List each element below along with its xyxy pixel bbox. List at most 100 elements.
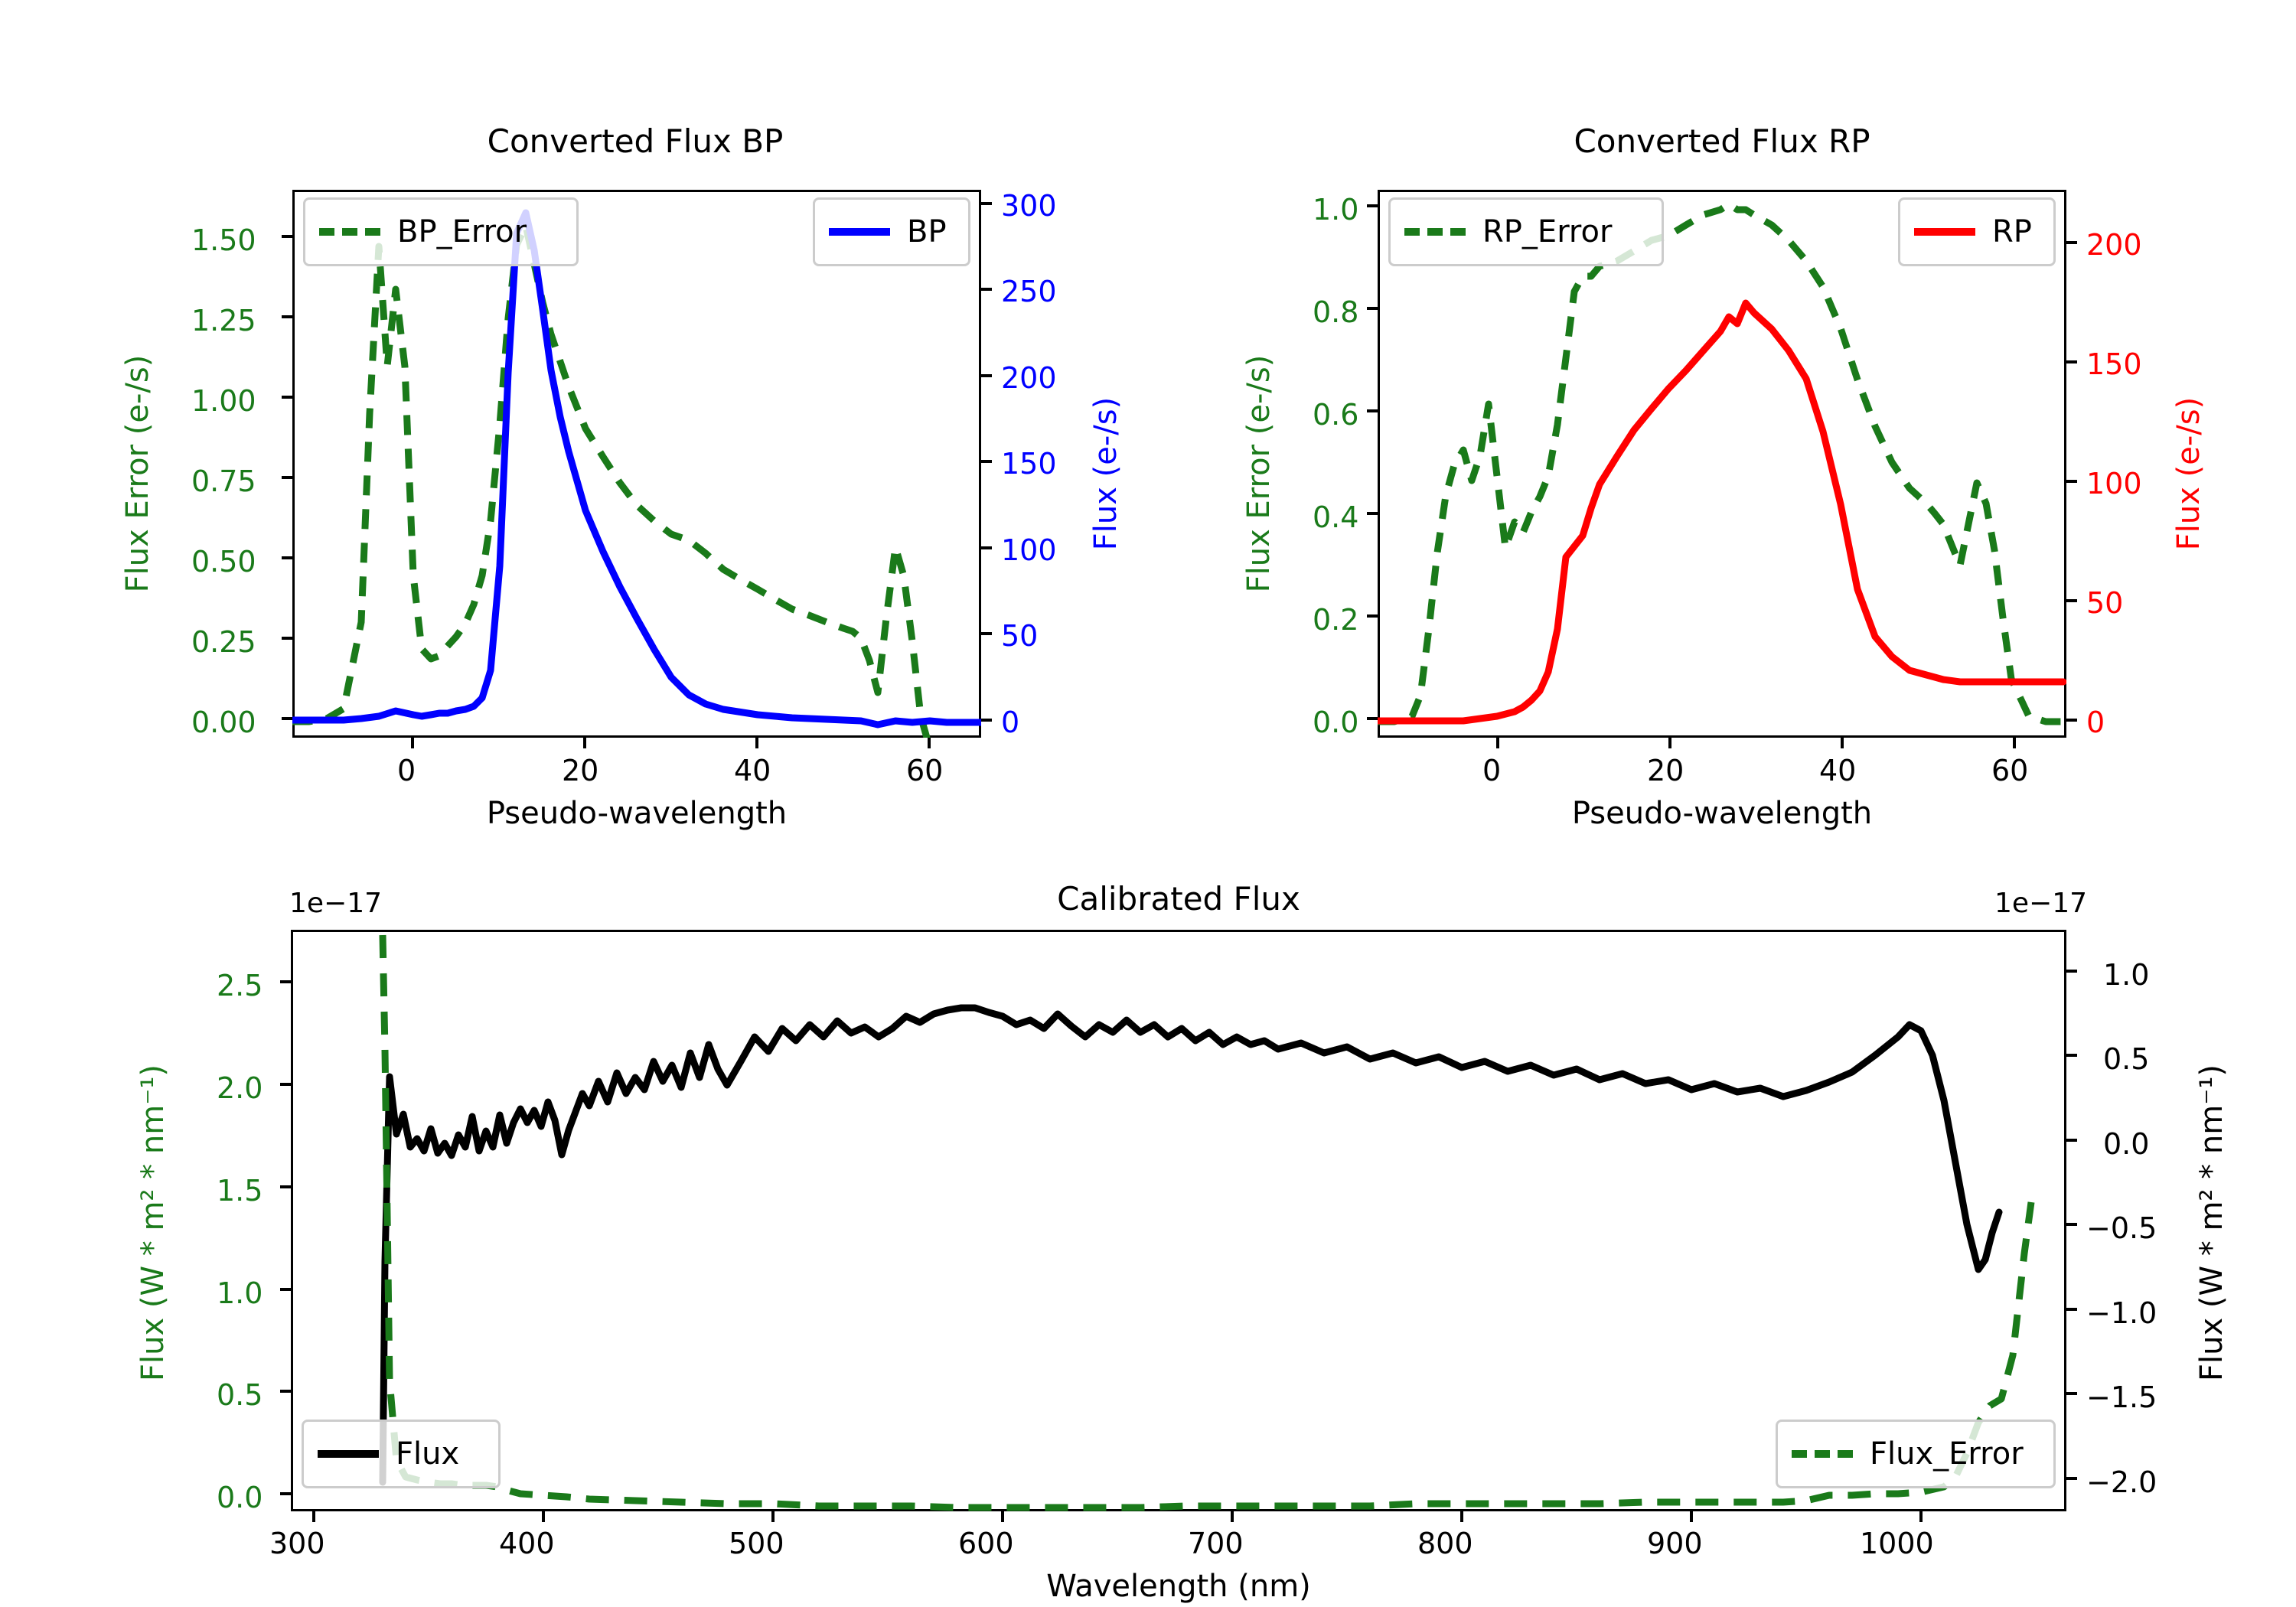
- bp-xlabel: Pseudo-wavelength: [486, 796, 788, 831]
- calibrated-ytick-right-4: 0.0: [2103, 1127, 2150, 1161]
- bp-ytick-right-5: 250: [1001, 275, 1057, 308]
- bp-xtick-1: 20: [562, 754, 599, 787]
- bp-ytick-left-4: 1.00: [191, 384, 256, 418]
- bp-ylabel-right: Flux (e-/s): [1088, 396, 1124, 551]
- calibrated-tick-marks: [280, 970, 2077, 1522]
- bp-error-curve: [292, 222, 931, 738]
- rp-ytick-left-1: 0.2: [1313, 603, 1359, 637]
- bp-axes-frame: [292, 190, 981, 738]
- calibrated-flux-legend-label: Flux: [396, 1436, 460, 1472]
- rp-error-legend-label: RP_Error: [1482, 214, 1613, 249]
- rp-ytick-right-2: 100: [2086, 467, 2142, 500]
- calibrated-xtick-2: 500: [729, 1527, 784, 1560]
- rp-legend-error[interactable]: RP_Error: [1388, 197, 1664, 266]
- panel-converted-flux-bp: Converted Flux BP 0.00 0.25 0.50 0.75 1.…: [0, 0, 1148, 842]
- calibrated-offset-left: 1e−17: [289, 888, 383, 919]
- calibrated-legend-flux[interactable]: Flux: [302, 1420, 501, 1488]
- panel-converted-flux-rp: Converted Flux RP 0.0 0.2 0.4 0.6 0.8 1.…: [1148, 0, 2296, 842]
- calibrated-ytick-right-3: −0.5: [2086, 1211, 2157, 1245]
- rp-ylabel-left: Flux Error (e-/s): [1241, 354, 1277, 593]
- bp-ytick-right-4: 200: [1001, 361, 1057, 395]
- bp-flux-legend-swatch: [829, 228, 890, 236]
- calibrated-xtick-0: 300: [269, 1527, 325, 1560]
- bp-xtick-3: 60: [906, 754, 944, 787]
- bp-flux-curve: [292, 209, 981, 729]
- bp-xtick-0: 0: [397, 754, 416, 787]
- bp-ytick-left-2: 0.50: [191, 545, 256, 579]
- rp-ytick-right-4: 200: [2086, 228, 2142, 262]
- rp-axes-frame: [1378, 190, 2066, 738]
- bp-ytick-left-6: 1.50: [191, 223, 256, 257]
- calibrated-xtick-7: 1000: [1860, 1527, 1934, 1560]
- bp-tick-marks: [282, 202, 992, 748]
- bp-plot-area: [292, 209, 981, 738]
- bp-error-legend-swatch: [319, 228, 380, 236]
- calibrated-plot-area: [379, 934, 2035, 1511]
- bp-ytick-right-6: 300: [1001, 189, 1057, 223]
- calibrated-xtick-5: 800: [1417, 1527, 1473, 1560]
- rp-xtick-2: 40: [1819, 754, 1857, 787]
- bp-ytick-right-3: 150: [1001, 447, 1057, 481]
- bp-panel-title: Converted Flux BP: [487, 122, 784, 160]
- calibrated-flux-error-legend-label: Flux_Error: [1870, 1436, 2024, 1472]
- rp-flux-legend-swatch: [1914, 228, 1975, 236]
- calibrated-ytick-left-3: 1.5: [217, 1174, 263, 1208]
- calibrated-legend-flux-error[interactable]: Flux_Error: [1776, 1420, 2056, 1488]
- bp-ytick-right-0: 0: [1001, 706, 1020, 739]
- calibrated-xtick-3: 600: [958, 1527, 1014, 1560]
- rp-xtick-1: 20: [1647, 754, 1684, 787]
- calibrated-flux-error-legend-swatch: [1792, 1450, 1853, 1458]
- rp-ytick-left-0: 0.0: [1313, 706, 1359, 739]
- bp-legend-flux[interactable]: BP: [813, 197, 970, 266]
- calibrated-flux-legend-swatch: [318, 1450, 379, 1458]
- rp-xtick-0: 0: [1482, 754, 1502, 787]
- bp-error-legend-label: BP_Error: [397, 214, 527, 249]
- calibrated-ytick-right-0: −2.0: [2086, 1465, 2157, 1499]
- bp-flux-legend-label: BP: [907, 214, 947, 249]
- calibrated-ytick-right-2: −1.0: [2086, 1296, 2157, 1330]
- rp-ylabel-right: Flux (e-/s): [2171, 396, 2206, 551]
- calibrated-flux-error-curve: [379, 934, 2035, 1511]
- rp-ytick-left-2: 0.4: [1313, 500, 1359, 534]
- calibrated-ytick-left-2: 1.0: [217, 1276, 263, 1310]
- calibrated-ytick-right-5: 0.5: [2103, 1042, 2150, 1076]
- calibrated-offset-right: 1e−17: [1994, 888, 2088, 919]
- rp-ytick-right-0: 0: [2086, 706, 2105, 739]
- rp-flux-curve: [1378, 299, 2066, 725]
- bp-legend-error[interactable]: BP_Error: [303, 197, 579, 266]
- rp-panel-title: Converted Flux RP: [1574, 122, 1870, 160]
- calibrated-ytick-left-5: 2.5: [217, 969, 263, 1002]
- bp-ytick-right-1: 50: [1001, 619, 1039, 653]
- calibrated-ylabel-right: Flux (W * m² * nm⁻¹): [2194, 1064, 2229, 1381]
- rp-ytick-left-5: 1.0: [1313, 193, 1359, 227]
- bp-ytick-left-3: 0.75: [191, 464, 256, 498]
- bp-xtick-2: 40: [734, 754, 771, 787]
- rp-xlabel: Pseudo-wavelength: [1571, 796, 1873, 831]
- calibrated-panel-title: Calibrated Flux: [1057, 880, 1300, 918]
- rp-flux-legend-label: RP: [1992, 214, 2032, 249]
- calibrated-ytick-left-1: 0.5: [217, 1378, 263, 1412]
- rp-tick-marks: [1367, 204, 2077, 748]
- bp-ytick-left-5: 1.25: [191, 304, 256, 337]
- rp-ytick-right-3: 150: [2086, 347, 2142, 381]
- rp-plot-area: [1378, 200, 2066, 725]
- rp-legend-flux[interactable]: RP: [1898, 197, 2056, 266]
- rp-error-curve: [1378, 200, 2063, 725]
- calibrated-ytick-left-4: 2.0: [217, 1071, 263, 1105]
- calibrated-axes-frame: [291, 930, 2066, 1511]
- rp-error-legend-swatch: [1404, 228, 1466, 236]
- panel-calibrated-flux: Calibrated Flux 1e−17 1e−17 0.0 0.5 1.0 …: [0, 842, 2296, 1607]
- calibrated-ytick-right-1: −1.5: [2086, 1380, 2157, 1414]
- calibrated-xlabel: Wavelength (nm): [1046, 1569, 1311, 1604]
- bp-ylabel-left: Flux Error (e-/s): [120, 354, 155, 593]
- calibrated-xtick-6: 900: [1647, 1527, 1703, 1560]
- calibrated-flux-curve: [379, 1004, 2003, 1486]
- calibrated-ytick-left-0: 0.0: [217, 1481, 263, 1514]
- bp-ytick-left-1: 0.25: [191, 625, 256, 659]
- calibrated-ytick-right-6: 1.0: [2103, 958, 2150, 992]
- rp-ytick-left-3: 0.6: [1313, 398, 1359, 432]
- bp-ytick-right-2: 100: [1001, 533, 1057, 567]
- rp-ytick-left-4: 0.8: [1313, 295, 1359, 329]
- rp-xtick-3: 60: [1991, 754, 2029, 787]
